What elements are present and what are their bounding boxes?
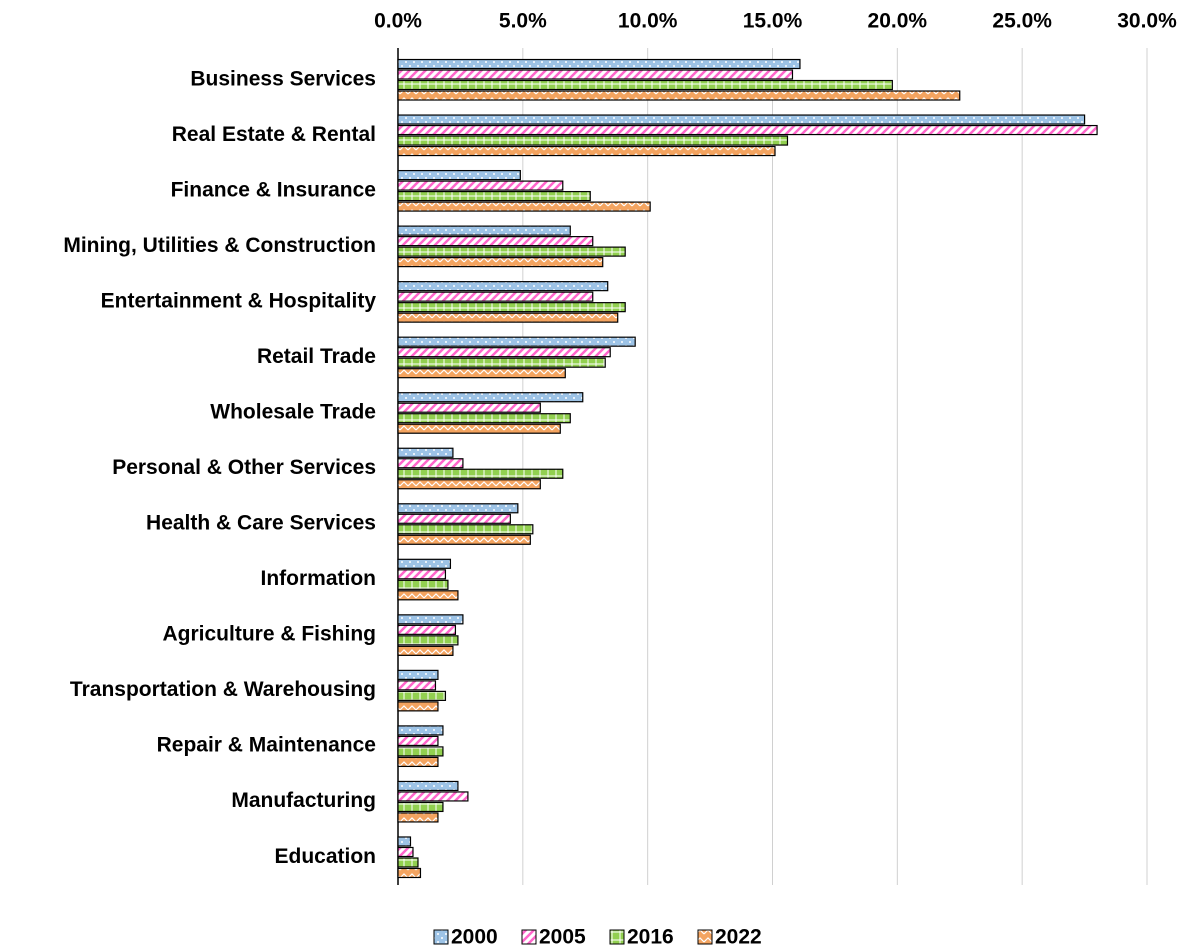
bar <box>397 590 459 601</box>
y-tick-label: Finance & Insurance <box>171 178 376 201</box>
bar <box>397 347 611 358</box>
bar <box>397 503 519 514</box>
bar <box>397 836 412 847</box>
y-tick-label: Education <box>274 845 376 868</box>
bar <box>397 413 571 424</box>
bar <box>397 180 564 191</box>
bar <box>397 281 609 292</box>
bar <box>397 236 594 247</box>
bar <box>397 58 801 70</box>
bar <box>397 336 636 347</box>
bar <box>397 145 776 157</box>
legend-swatch <box>433 929 449 945</box>
bar <box>397 645 454 656</box>
x-tick-label: 30.0% <box>1117 10 1177 33</box>
y-tick-label: Entertainment & Hospitality <box>101 289 377 312</box>
y-tick-label: Real Estate & Rental <box>172 123 376 146</box>
bar <box>397 357 606 368</box>
bar <box>397 725 444 736</box>
x-tick-label: 15.0% <box>743 10 803 33</box>
bar <box>397 69 794 80</box>
bar <box>397 635 459 646</box>
bar <box>397 614 464 625</box>
bar <box>397 447 454 458</box>
bar <box>397 569 447 580</box>
bar <box>397 479 541 490</box>
legend-swatch <box>697 929 713 945</box>
bar <box>397 690 447 701</box>
y-tick-label: Business Services <box>190 67 376 90</box>
y-tick-label: Agriculture & Fishing <box>162 623 376 646</box>
bar <box>397 291 594 302</box>
bar <box>397 402 541 413</box>
bar <box>397 746 444 757</box>
bar <box>397 857 419 868</box>
bar <box>397 534 531 545</box>
bar <box>397 114 1086 125</box>
bar <box>397 468 564 479</box>
legend-label: 2016 <box>627 926 674 949</box>
bar <box>397 201 651 212</box>
bar <box>397 124 1098 136</box>
y-tick-label: Personal & Other Services <box>112 456 376 479</box>
bar <box>397 392 584 403</box>
y-tick-label: Mining, Utilities & Construction <box>63 234 376 257</box>
x-tick-label: 10.0% <box>618 10 678 33</box>
bar <box>397 368 566 379</box>
legend-label: 2005 <box>539 926 586 949</box>
legend-swatch <box>609 929 625 945</box>
legend-label: 2000 <box>451 926 498 949</box>
bar <box>397 846 414 858</box>
bar <box>397 79 893 91</box>
y-tick-label: Manufacturing <box>231 789 376 812</box>
bar <box>397 225 571 236</box>
bar <box>397 780 459 792</box>
bar <box>397 458 464 469</box>
y-tick-label: Information <box>261 567 377 590</box>
bar <box>397 791 469 802</box>
y-tick-label: Transportation & Warehousing <box>70 678 376 701</box>
bar <box>397 812 439 823</box>
bar <box>397 302 626 313</box>
bar <box>397 624 457 635</box>
bar <box>397 756 439 768</box>
legend-label: 2022 <box>715 926 762 949</box>
x-tick-label: 5.0% <box>499 10 547 33</box>
bar <box>397 513 511 524</box>
y-tick-label: Health & Care Services <box>146 512 376 535</box>
y-tick-label: Retail Trade <box>257 345 376 368</box>
y-tick-label: Wholesale Trade <box>210 401 376 424</box>
legend-swatch <box>521 929 537 945</box>
bar <box>397 558 452 569</box>
y-tick-label: Repair & Maintenance <box>157 734 376 757</box>
bar <box>397 524 534 535</box>
bar <box>397 701 439 712</box>
bar <box>397 257 604 268</box>
x-tick-label: 20.0% <box>868 10 928 33</box>
bar <box>397 735 439 747</box>
bar <box>397 90 961 101</box>
bar <box>397 867 422 879</box>
bar <box>397 423 561 434</box>
bar <box>397 579 449 590</box>
bar <box>397 669 439 680</box>
bar <box>397 169 521 181</box>
bar <box>397 801 444 813</box>
x-tick-label: 25.0% <box>992 10 1052 33</box>
bar <box>397 246 626 257</box>
bar <box>397 312 619 323</box>
bar <box>397 190 591 202</box>
bar <box>397 680 437 691</box>
x-tick-label: 0.0% <box>374 10 422 33</box>
bar <box>397 135 789 146</box>
